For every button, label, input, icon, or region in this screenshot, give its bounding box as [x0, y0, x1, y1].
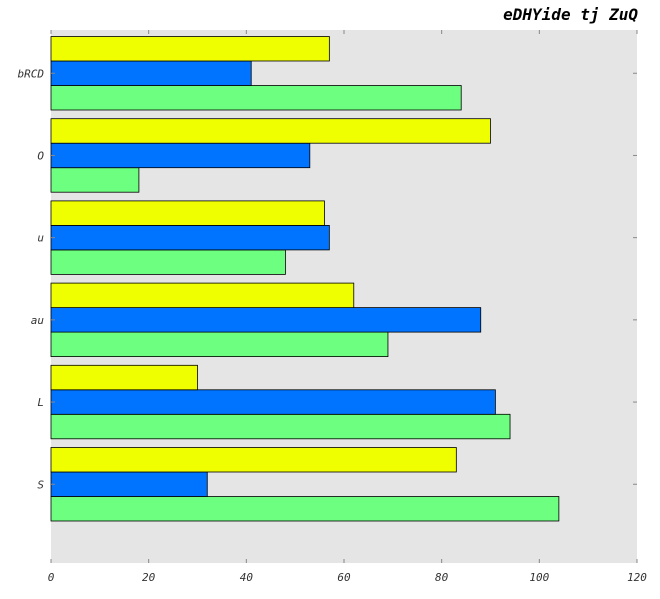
bar-O-s3 — [50, 118, 491, 144]
x-tick-label: 40 — [240, 571, 254, 584]
bar-bRCD-s2 — [50, 60, 252, 86]
bar-bRCD-s3 — [50, 36, 330, 62]
bar-bRCD-s1 — [50, 85, 462, 111]
x-tick-label: 20 — [142, 571, 156, 584]
bar-L-s3 — [50, 364, 198, 391]
y-tick-label: O — [37, 149, 44, 162]
bar-L-s2 — [50, 389, 496, 415]
y-tick-label: bRCD — [18, 67, 45, 80]
chart-title: eDHYide tj ZuQ — [503, 5, 638, 24]
bar-u-s1 — [50, 249, 286, 275]
bar-S-s3 — [50, 447, 457, 473]
x-tick-label: 80 — [435, 571, 449, 584]
bar-L-s1 — [50, 413, 511, 440]
x-tick-label: 100 — [529, 571, 549, 584]
bar-u-s3 — [50, 200, 325, 226]
bar-au-s2 — [50, 307, 482, 333]
bar-S-s2 — [50, 471, 208, 497]
bar-S-s1 — [50, 496, 560, 522]
y-tick-label: S — [37, 478, 44, 491]
bar-O-s1 — [50, 167, 140, 193]
bar-au-s3 — [50, 282, 355, 309]
bar-u-s2 — [50, 224, 330, 251]
y-tick-label: u — [37, 232, 44, 245]
bar-au-s1 — [50, 331, 389, 358]
x-tick-label: 0 — [48, 571, 55, 584]
x-tick-label: 60 — [337, 571, 351, 584]
bar-O-s2 — [50, 142, 311, 169]
x-tick-label: 120 — [627, 571, 647, 584]
y-tick-label: L — [37, 396, 44, 409]
y-tick-label: au — [31, 314, 45, 327]
